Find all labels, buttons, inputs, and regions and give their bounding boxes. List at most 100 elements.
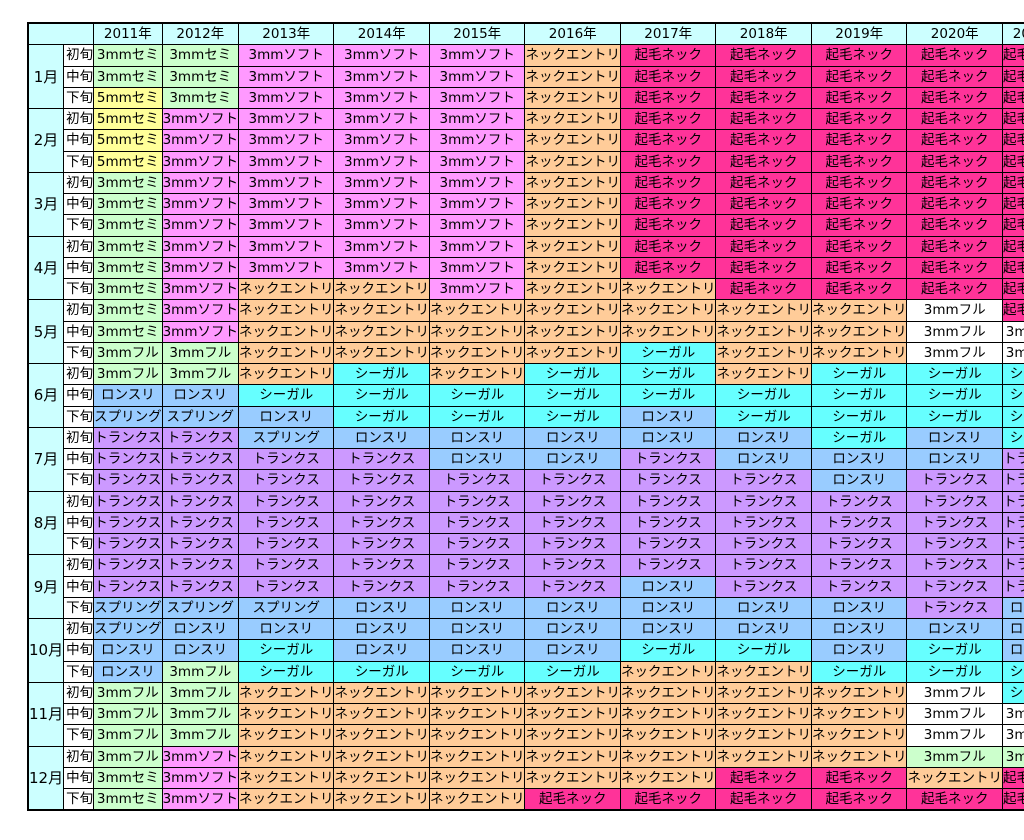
schedule-cell: ネックエントリ [619,660,717,683]
schedule-cell: ネックエントリ [524,745,621,768]
schedule-cell: ロンスリ [810,447,908,471]
schedule-cell: ネックエントリ [333,702,430,726]
schedule-cell: トランクス [810,490,908,513]
schedule-cell: トランクス [1001,532,1024,556]
schedule-cell: シーガル [428,660,526,683]
year-header-9: 2020年 [906,22,1003,46]
schedule-cell: 5mmセミ [93,129,163,152]
schedule-cell: トランクス [161,575,239,598]
schedule-cell: トランクス [619,469,717,492]
schedule-cell: ネックエントリ [333,299,430,322]
schedule-cell: トランクス [906,469,1003,492]
schedule-cell: トランクス [524,490,621,513]
schedule-cell: スプリング [93,405,163,428]
schedule-cell: 3mmフル [1001,745,1024,768]
schedule-cell: 3mmソフト [161,256,239,280]
schedule-cell: 3mmソフト [161,107,239,131]
schedule-cell: ロンスリ [524,426,621,450]
schedule-cell: ネックエントリ [715,320,812,343]
schedule-cell: ネックエントリ [428,702,526,726]
schedule-cell: 3mmソフト [428,107,526,131]
schedule-cell: ネックエントリ [524,724,621,747]
schedule-cell: ネックエントリ [237,362,335,386]
schedule-cell: ネックエントリ [715,745,812,768]
schedule-cell: シーガル [428,384,526,407]
schedule-cell: 5mmセミ [93,107,163,131]
schedule-cell: ロンスリ [237,617,335,641]
schedule-cell: ネックエントリ [237,320,335,343]
schedule-cell: 3mmソフト [237,235,335,258]
schedule-cell: ロンスリ [428,596,526,620]
table-row: 下旬 5mmセミ 3mmソフト 3mmソフト 3mmソフト 3mmソフト ネックエントリ 起毛… [28,150,1024,173]
schedule-cell: 3mmフル [906,745,1003,768]
table-row: 下旬 3mmフル 3mmフル ネックエントリ ネックエントリ ネックエントリ ネックエントリ… [28,724,1024,747]
schedule-cell: トランクス [333,554,430,577]
schedule-cell: 3mmソフト [161,766,239,790]
schedule-cell: 起毛ネック [906,150,1003,173]
schedule-cell: 起毛ネック [619,235,717,258]
period-label: 下旬 [63,341,95,365]
schedule-cell: トランクス [93,469,163,492]
schedule-cell: 3mmフル [1001,702,1024,726]
schedule-cell: トランクス [333,447,430,471]
schedule-cell: シーガル [715,639,812,662]
schedule-cell: 3mmソフト [333,192,430,216]
schedule-cell: ネックエントリ [810,702,908,726]
schedule-cell: 起毛ネック [1001,256,1024,280]
schedule-cell: 3mmソフト [428,150,526,173]
schedule-cell: ネックエントリ [906,766,1003,790]
schedule-cell: ネックエントリ [810,299,908,322]
table-row: 下旬 トランクス トランクス トランクス トランクス トランクス トランクス トランクス トラン… [28,469,1024,492]
schedule-cell: トランクス [428,469,526,492]
schedule-cell: シーガル [810,405,908,428]
schedule-cell: スプリング [237,596,335,620]
schedule-cell: シーガル [333,405,430,428]
month-label: 11月 [27,681,65,747]
period-label: 下旬 [63,214,95,237]
period-label: 初旬 [63,171,95,195]
period-label: 下旬 [63,469,95,492]
schedule-cell: ロンスリ [715,426,812,450]
schedule-cell: 起毛ネック [810,107,908,131]
schedule-cell: スプリング [161,596,239,620]
period-label: 初旬 [63,554,95,577]
table-row: 中旬 ロンスリ ロンスリ シーガル シーガル シーガル シーガル シーガル シーガル シーガル シー… [28,384,1024,407]
table-row: 9月 初旬 トランクス トランクス トランクス トランクス トランクス トランクス トランクスト… [27,554,1024,619]
schedule-cell: トランクス [524,532,621,556]
table-row: 6月 初旬 3mmフル 3mmフル ネックエントリ シーガル ネックエントリ シーガル シーガル… [27,362,1024,428]
schedule-cell: ネックエントリ [237,341,335,365]
schedule-cell: ロンスリ [333,617,430,641]
schedule-cell: ネックエントリ [715,299,812,322]
header-corner [27,22,95,46]
schedule-cell: シーガル [906,660,1003,683]
schedule-cell: トランクス [810,554,908,577]
year-header-0: 2011年 [93,22,163,46]
schedule-cell: 3mmソフト [428,214,526,237]
schedule-cell: ネックエントリ [333,681,430,705]
schedule-cell: ネックエントリ [715,341,812,365]
table-row: 中旬 3mmセミ 3mmソフト 3mmソフト 3mmソフト 3mmソフト ネックエントリ 起毛… [28,256,1024,280]
schedule-cell: ロンスリ [810,469,908,492]
schedule-cell: ロンスリ [524,617,621,641]
schedule-cell: トランクス [161,447,239,471]
schedule-cell: ロンスリ [161,617,239,641]
schedule-cell: ネックエントリ [524,150,621,173]
schedule-cell: 3mmソフト [333,129,430,152]
schedule-cell: 3mmソフト [428,192,526,216]
schedule-cell: トランクス [906,532,1003,556]
schedule-cell: ネックエントリ [524,277,621,301]
schedule-cell: ネックエントリ [524,171,621,195]
schedule-cell: ネックエントリ [810,341,908,365]
schedule-cell: ネックエントリ [524,65,621,88]
schedule-cell: 起毛ネック [619,256,717,280]
schedule-cell: トランクス [524,554,621,577]
schedule-cell: スプリング [93,596,163,620]
schedule-cell: ネックエントリ [333,320,430,343]
schedule-cell: トランクス [333,532,430,556]
schedule-cell: トランクス [237,447,335,471]
schedule-cell: シーガル [906,639,1003,662]
schedule-cell: ロンスリ [524,447,621,471]
schedule-cell: トランクス [237,575,335,598]
schedule-cell: トランクス [161,554,239,577]
schedule-cell: ロンスリ [93,660,163,683]
